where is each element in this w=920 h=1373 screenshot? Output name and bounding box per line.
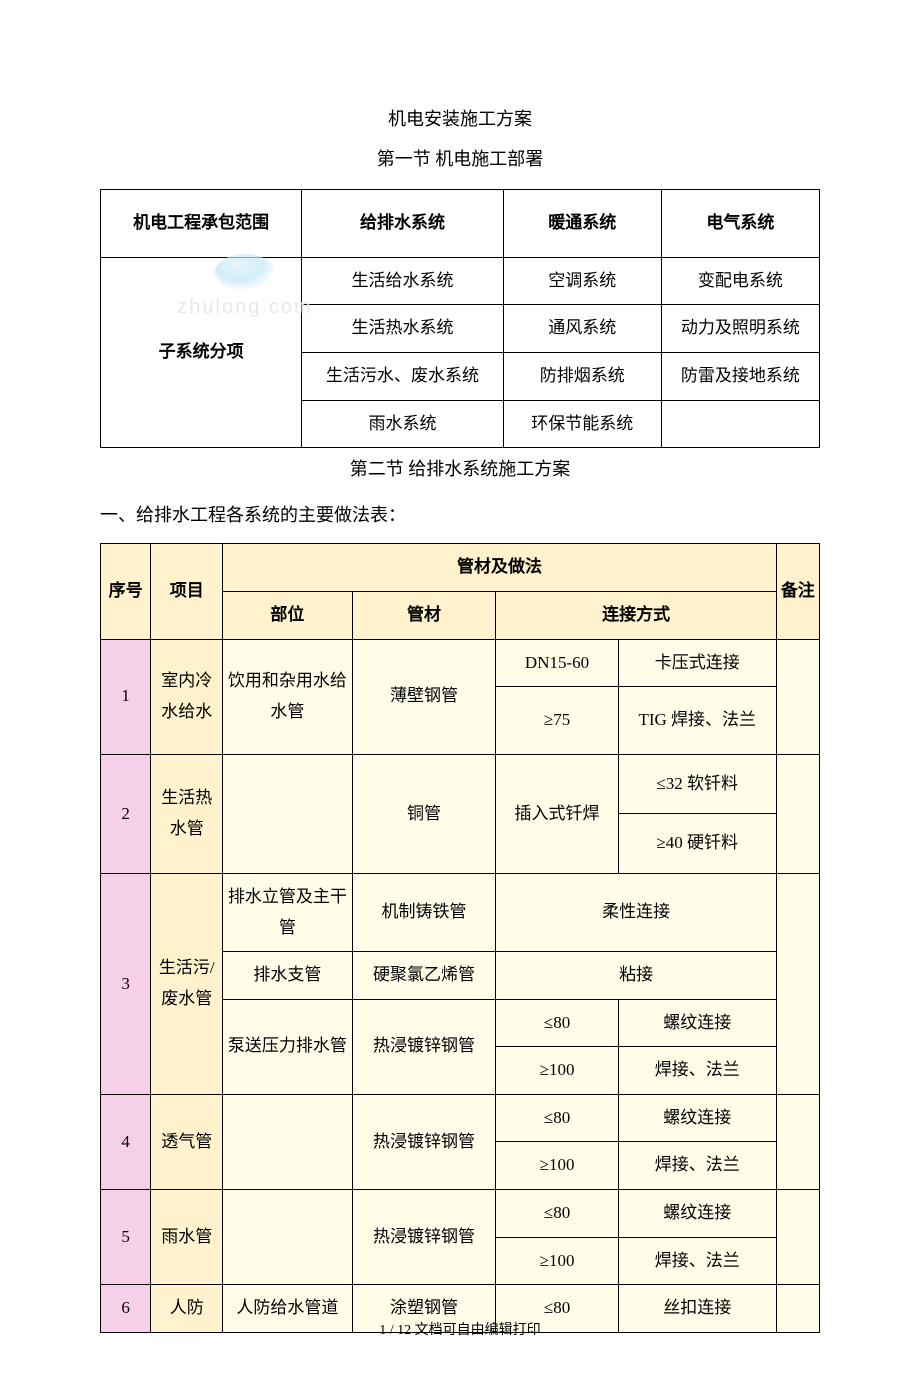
conn-method-cell: 焊接、法兰 bbox=[618, 1142, 776, 1190]
conn-spec-cell: ≥100 bbox=[496, 1237, 618, 1285]
body-paragraph-1: 一、给排水工程各系统的主要做法表： bbox=[100, 496, 820, 536]
table-header-plumbing: 给排水系统 bbox=[302, 190, 503, 258]
cell: 通风系统 bbox=[503, 305, 661, 353]
document-page: zhulong.com 机电安装施工方案 第一节 机电施工部署 机电工程承包范围… bbox=[0, 0, 920, 1373]
part-cell: 泵送压力排水管 bbox=[223, 999, 352, 1094]
part-cell bbox=[223, 1190, 352, 1285]
proj-cell: 生活热水管 bbox=[151, 754, 223, 873]
material-cell: 硬聚氯乙烯管 bbox=[352, 952, 496, 1000]
section-2-heading: 第二节 给排水系统施工方案 bbox=[100, 450, 820, 490]
seq-cell: 4 bbox=[101, 1094, 151, 1189]
part-cell: 饮用和杂用水给水管 bbox=[223, 639, 352, 754]
cell: 生活热水系统 bbox=[302, 305, 503, 353]
table-row: 子系统分项 生活给水系统 空调系统 变配电系统 bbox=[101, 257, 820, 305]
th-note: 备注 bbox=[776, 544, 819, 639]
th-group: 管材及做法 bbox=[223, 544, 777, 592]
part-cell: 排水立管及主干管 bbox=[223, 873, 352, 951]
conn-method-cell: ≤32 软钎料 bbox=[618, 754, 776, 814]
cell: 防排烟系统 bbox=[503, 352, 661, 400]
conn-method-cell: 螺纹连接 bbox=[618, 1094, 776, 1142]
conn-spec-cell: ≤80 bbox=[496, 1094, 618, 1142]
conn-cell: 粘接 bbox=[496, 952, 776, 1000]
table-row: 5 雨水管 热浸镀锌钢管 ≤80 螺纹连接 bbox=[101, 1190, 820, 1238]
seq-cell: 3 bbox=[101, 873, 151, 1094]
cell bbox=[661, 400, 819, 448]
table-row: 序号 项目 管材及做法 备注 bbox=[101, 544, 820, 592]
proj-cell: 透气管 bbox=[151, 1094, 223, 1189]
table-header-scope: 机电工程承包范围 bbox=[101, 190, 302, 258]
cell: 动力及照明系统 bbox=[661, 305, 819, 353]
table-row: 3 生活污/废水管 排水立管及主干管 机制铸铁管 柔性连接 bbox=[101, 873, 820, 951]
proj-cell: 室内冷水给水 bbox=[151, 639, 223, 754]
conn-method-cell: 螺纹连接 bbox=[618, 1190, 776, 1238]
conn-spec-cell: ≥100 bbox=[496, 1047, 618, 1095]
conn-method-cell: 螺纹连接 bbox=[618, 999, 776, 1047]
conn-method-cell: ≥40 硬钎料 bbox=[618, 814, 776, 874]
table-header-electrical: 电气系统 bbox=[661, 190, 819, 258]
material-cell: 铜管 bbox=[352, 754, 496, 873]
document-title: 机电安装施工方案 bbox=[100, 100, 820, 140]
material-cell: 热浸镀锌钢管 bbox=[352, 1190, 496, 1285]
scope-table: 机电工程承包范围 给排水系统 暖通系统 电气系统 子系统分项 生活给水系统 空调… bbox=[100, 189, 820, 448]
table-row: 2 生活热水管 铜管 插入式钎焊 ≤32 软钎料 bbox=[101, 754, 820, 814]
seq-cell: 1 bbox=[101, 639, 151, 754]
subsystem-label: 子系统分项 bbox=[101, 257, 302, 447]
conn-spec-cell: 插入式钎焊 bbox=[496, 754, 618, 873]
seq-cell: 5 bbox=[101, 1190, 151, 1285]
note-cell bbox=[776, 754, 819, 873]
th-conn: 连接方式 bbox=[496, 591, 776, 639]
conn-method-cell: 焊接、法兰 bbox=[618, 1047, 776, 1095]
note-cell bbox=[776, 873, 819, 1094]
material-cell: 热浸镀锌钢管 bbox=[352, 999, 496, 1094]
cell: 变配电系统 bbox=[661, 257, 819, 305]
th-proj: 项目 bbox=[151, 544, 223, 639]
note-cell bbox=[776, 639, 819, 754]
seq-cell: 2 bbox=[101, 754, 151, 873]
proj-cell: 雨水管 bbox=[151, 1190, 223, 1285]
conn-spec-cell: ≥75 bbox=[496, 687, 618, 755]
conn-spec-cell: ≤80 bbox=[496, 999, 618, 1047]
cell: 环保节能系统 bbox=[503, 400, 661, 448]
conn-method-cell: 焊接、法兰 bbox=[618, 1237, 776, 1285]
part-cell: 排水支管 bbox=[223, 952, 352, 1000]
th-part: 部位 bbox=[223, 591, 352, 639]
cell: 雨水系统 bbox=[302, 400, 503, 448]
table-header-hvac: 暖通系统 bbox=[503, 190, 661, 258]
table-row: 1 室内冷水给水 饮用和杂用水给水管 薄壁钢管 DN15-60 卡压式连接 bbox=[101, 639, 820, 687]
table-row: 4 透气管 热浸镀锌钢管 ≤80 螺纹连接 bbox=[101, 1094, 820, 1142]
conn-spec-cell: ≥100 bbox=[496, 1142, 618, 1190]
page-footer: 1 / 12 文档可自由编辑打印 bbox=[0, 1319, 920, 1339]
conn-spec-cell: ≤80 bbox=[496, 1190, 618, 1238]
conn-cell: 柔性连接 bbox=[496, 873, 776, 951]
methods-table: 序号 项目 管材及做法 备注 部位 管材 连接方式 1 室内冷水给水 饮用和杂用… bbox=[100, 543, 820, 1333]
part-cell bbox=[223, 754, 352, 873]
conn-spec-cell: DN15-60 bbox=[496, 639, 618, 687]
note-cell bbox=[776, 1094, 819, 1189]
cell: 生活给水系统 bbox=[302, 257, 503, 305]
material-cell: 薄壁钢管 bbox=[352, 639, 496, 754]
th-seq: 序号 bbox=[101, 544, 151, 639]
section-1-heading: 第一节 机电施工部署 bbox=[100, 140, 820, 180]
cell: 生活污水、废水系统 bbox=[302, 352, 503, 400]
part-cell bbox=[223, 1094, 352, 1189]
conn-method-cell: 卡压式连接 bbox=[618, 639, 776, 687]
note-cell bbox=[776, 1190, 819, 1285]
conn-method-cell: TIG 焊接、法兰 bbox=[618, 687, 776, 755]
proj-cell: 生活污/废水管 bbox=[151, 873, 223, 1094]
material-cell: 机制铸铁管 bbox=[352, 873, 496, 951]
cell: 防雷及接地系统 bbox=[661, 352, 819, 400]
th-material: 管材 bbox=[352, 591, 496, 639]
cell: 空调系统 bbox=[503, 257, 661, 305]
material-cell: 热浸镀锌钢管 bbox=[352, 1094, 496, 1189]
table-row: 机电工程承包范围 给排水系统 暖通系统 电气系统 bbox=[101, 190, 820, 258]
